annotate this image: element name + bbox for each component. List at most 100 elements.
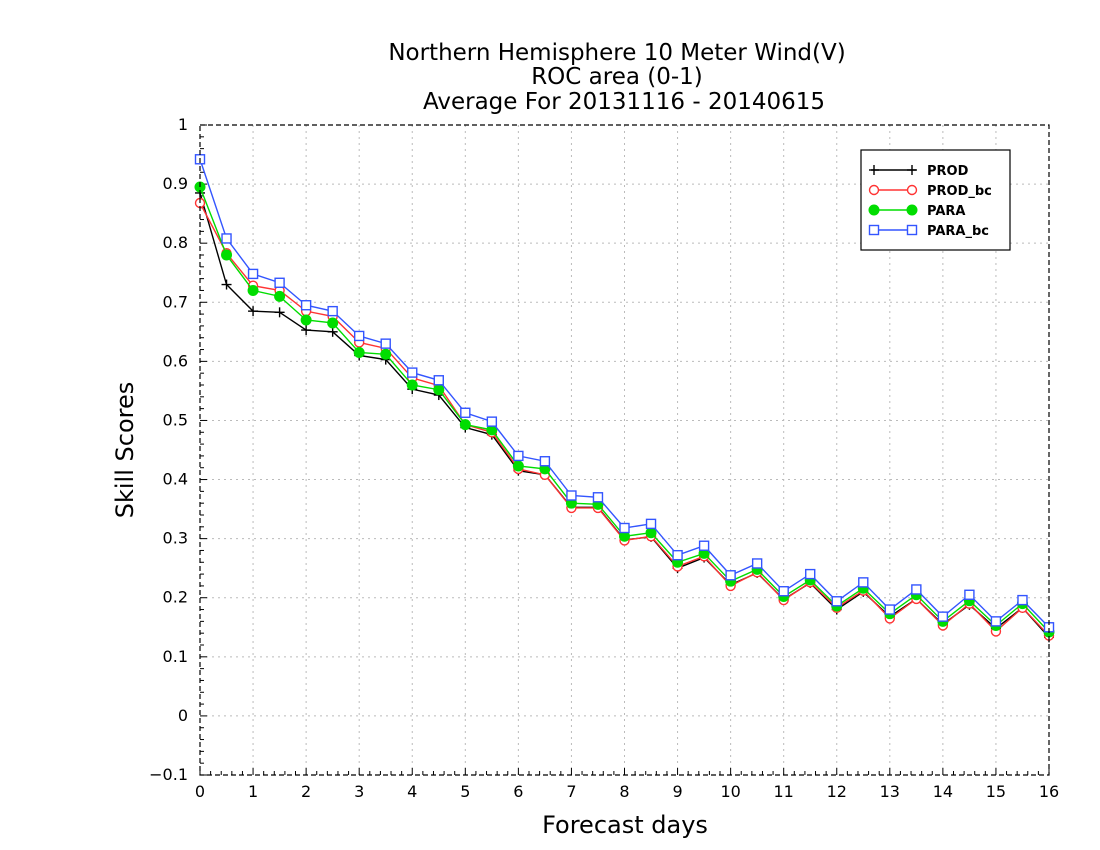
axes: 0 1 2 3 4 5 6 7 8 9 10 11 12 13 14 15 16−0.100.10.20.30.… (149, 115, 1059, 801)
point-para-bc-3 (274, 277, 285, 288)
point-para-bc-11 (486, 416, 498, 427)
point-para-bc-23 (805, 568, 816, 580)
point-para-bc-13 (539, 456, 551, 467)
legend-marker-end-prod (907, 165, 917, 175)
y-tick-label-0: −0.1 (149, 765, 188, 784)
point-para-9 (433, 384, 445, 396)
x-tick-label-14: 14 (933, 782, 953, 801)
point-para-bc-29 (964, 589, 975, 600)
y-tick-label-4: 0.3 (163, 529, 188, 548)
point-prod-2 (248, 306, 259, 317)
point-para-bc-9 (433, 375, 444, 386)
point-para-bc-22 (778, 586, 789, 597)
point-para-bc-4 (300, 300, 312, 311)
x-tick-label-0: 0 (195, 782, 205, 801)
point-para-bc-8 (407, 367, 418, 378)
point-para-bc-28 (937, 611, 949, 622)
point-para-bc-2 (247, 268, 259, 280)
legend-entry-para: PARA (868, 204, 965, 219)
point-para-bc-21 (751, 558, 763, 569)
point-para-bc-20 (725, 570, 736, 581)
x-axis-title: Forecast days (542, 811, 708, 839)
x-tick-label-5: 5 (460, 782, 470, 801)
x-tick-label-3: 3 (354, 782, 364, 801)
x-tick-label-12: 12 (827, 782, 847, 801)
point-para-7 (380, 348, 392, 360)
y-tick-label-11: 1 (178, 115, 188, 134)
series-para-bc (194, 154, 1055, 633)
chart-title-line-3: Average For 20131116 - 20140615 (423, 89, 825, 115)
y-tick-label-1: 0 (178, 706, 188, 725)
point-para-3 (274, 290, 286, 302)
point-prod-3 (274, 307, 285, 318)
chart-title-line-2: ROC area (0-1) (531, 64, 703, 90)
point-para-bc-19 (698, 540, 710, 551)
x-tick-label-4: 4 (407, 782, 417, 801)
x-tick-label-7: 7 (566, 782, 576, 801)
legend-entry-prod: PROD (869, 164, 969, 179)
series-group (194, 154, 1055, 643)
y-tick-label-7: 0.6 (163, 351, 188, 370)
point-para-bc-31 (1017, 594, 1028, 606)
point-para-10 (459, 419, 471, 431)
legend-marker-end-para (906, 204, 918, 216)
legend: PROD PROD_bc PARA PARA_bc (860, 149, 1011, 251)
point-para-bc-18 (672, 549, 683, 561)
series-line-para (199, 186, 1050, 633)
x-tick-label-11: 11 (774, 782, 794, 801)
plot-frame (199, 124, 1050, 776)
legend-marker-start-para-bc (868, 224, 880, 236)
x-tick-label-15: 15 (986, 782, 1006, 801)
point-prod-5 (327, 326, 338, 337)
point-para-bc-25 (858, 577, 869, 588)
y-tick-label-10: 0.9 (163, 174, 188, 193)
point-para-bc-1 (221, 233, 232, 244)
legend-box (860, 149, 1011, 251)
x-tick-label-2: 2 (301, 782, 311, 801)
legend-marker-start-prod (869, 165, 879, 175)
point-para-bc-6 (353, 330, 365, 342)
legend-label-para: PARA (927, 204, 965, 219)
x-tick-label-6: 6 (513, 782, 523, 801)
point-para-bc-5 (327, 305, 338, 317)
point-para-bc-10 (460, 407, 471, 418)
x-tick-label-10: 10 (720, 782, 740, 801)
x-tick-label-13: 13 (880, 782, 900, 801)
point-para-4 (300, 314, 312, 326)
y-axis-title: Skill Scores (111, 382, 139, 519)
point-para-12 (512, 460, 524, 472)
point-para-bc-27 (911, 584, 922, 595)
legend-entry-para-bc: PARA_bc (868, 224, 989, 239)
point-prod-1 (221, 279, 232, 290)
point-para-bc-12 (513, 450, 524, 462)
series-prod (195, 187, 1054, 643)
point-para-bc-14 (566, 490, 577, 501)
grid (200, 125, 1049, 775)
chart-title: Northern Hemisphere 10 Meter Wind(V) ROC… (388, 40, 845, 115)
y-tick-label-5: 0.4 (163, 470, 188, 489)
x-tick-label-8: 8 (619, 782, 629, 801)
y-tick-label-2: 0.1 (163, 647, 188, 666)
point-para-bc-30 (990, 616, 1002, 627)
x-tick-label-16: 16 (1039, 782, 1059, 801)
point-para-1 (221, 249, 233, 261)
chart-title-line-1: Northern Hemisphere 10 Meter Wind(V) (388, 40, 845, 66)
point-para-bc-7 (380, 338, 391, 349)
point-para-8 (406, 379, 418, 391)
legend-entry-prod-bc: PROD_bc (868, 184, 992, 199)
x-tick-label-1: 1 (248, 782, 258, 801)
legend-marker-end-prod-bc (906, 184, 918, 196)
legend-marker-start-prod-bc (868, 184, 880, 196)
point-para-5 (327, 317, 339, 329)
point-para-2 (247, 284, 259, 296)
point-para-17 (645, 527, 657, 539)
y-tick-label-9: 0.8 (163, 233, 188, 252)
point-para-bc-17 (645, 518, 657, 530)
point-prod-4 (301, 325, 312, 336)
y-tick-label-6: 0.5 (163, 410, 188, 429)
legend-label-para-bc: PARA_bc (927, 224, 989, 239)
legend-label-prod: PROD (927, 164, 969, 179)
point-para-bc-24 (831, 596, 842, 607)
legend-marker-end-para-bc (906, 224, 918, 236)
